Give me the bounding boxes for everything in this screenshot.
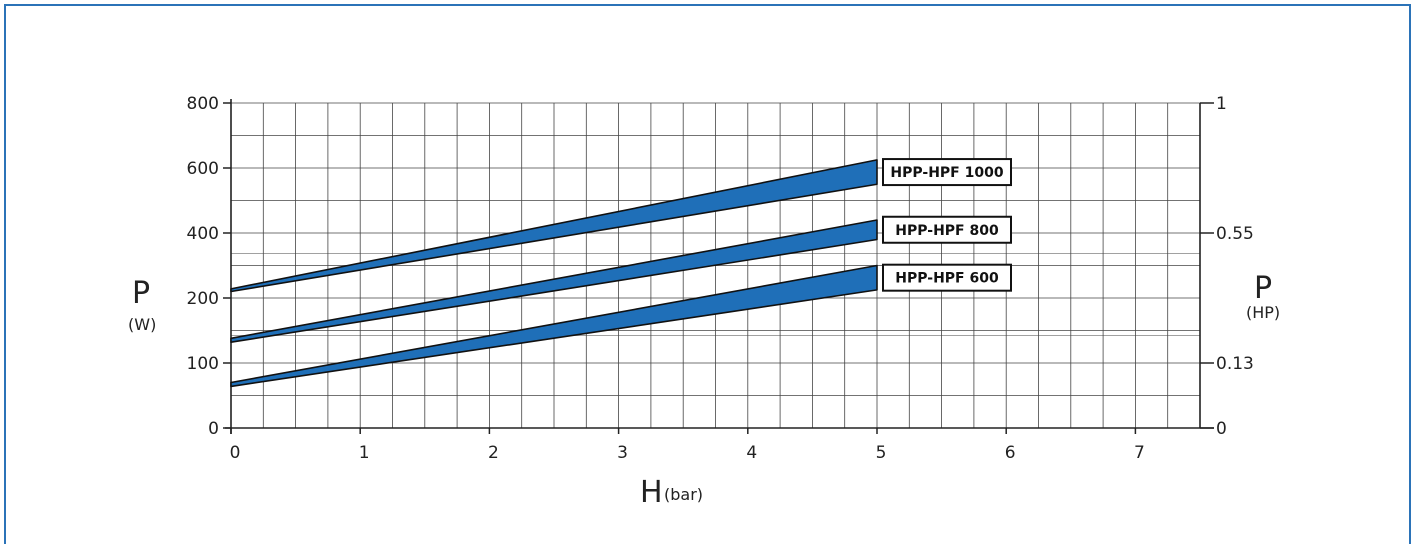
tick-labels: 0 1 2 3 4 5 6 7 0 100 200 400 600 800 0 0.13 0.55 1 — [187, 94, 1254, 463]
y-tick-label: 800 — [187, 94, 219, 114]
series-label-box — [882, 263, 1012, 292]
y-tick-label: 0 — [208, 419, 219, 439]
y2-tick-label: 0 — [1216, 419, 1227, 439]
grid — [230, 102, 1201, 429]
y-tick-label: 200 — [187, 289, 219, 309]
series-band — [230, 159, 878, 293]
bands — [230, 159, 878, 388]
series-label: HPP-HPF 800 — [895, 223, 999, 239]
series-label-box — [882, 158, 1012, 187]
y2-tick-label: 1 — [1216, 94, 1227, 114]
series-label: HPP-HPF 600 — [895, 271, 999, 287]
series-label: HPP-HPF 1000 — [890, 165, 1003, 181]
x-tick-label: 1 — [359, 443, 370, 463]
x-tick-label: 3 — [617, 443, 628, 463]
x-tick-label: 4 — [746, 443, 757, 463]
y-tick-label: 100 — [187, 354, 219, 374]
y-axis-unit: (W) — [128, 315, 156, 334]
x-tick-label: 0 — [230, 443, 241, 463]
y2-axis-unit: (HP) — [1246, 303, 1280, 322]
x-tick-label: 7 — [1134, 443, 1145, 463]
x-tick-label: 2 — [488, 443, 499, 463]
y-tick-label: 600 — [187, 159, 219, 179]
y2-tick-label: 0.13 — [1216, 354, 1254, 374]
chart-frame — [4, 4, 1411, 544]
x-axis-unit: (bar) — [664, 485, 703, 504]
x-tick-label: 6 — [1005, 443, 1016, 463]
series-labels: HPP-HPF 1000 HPP-HPF 800 HPP-HPF 600 — [882, 158, 1012, 292]
series-label-box — [882, 215, 1012, 244]
y-axis-label: P — [132, 276, 150, 311]
y2-tick-label: 0.55 — [1216, 224, 1254, 244]
y-tick-label: 400 — [187, 224, 219, 244]
x-tick-label: 5 — [876, 443, 887, 463]
series-band — [230, 219, 878, 344]
axes — [225, 99, 1214, 434]
y2-axis-label: P — [1254, 271, 1272, 306]
series-band — [230, 264, 878, 388]
x-axis-label: H — [640, 475, 663, 510]
